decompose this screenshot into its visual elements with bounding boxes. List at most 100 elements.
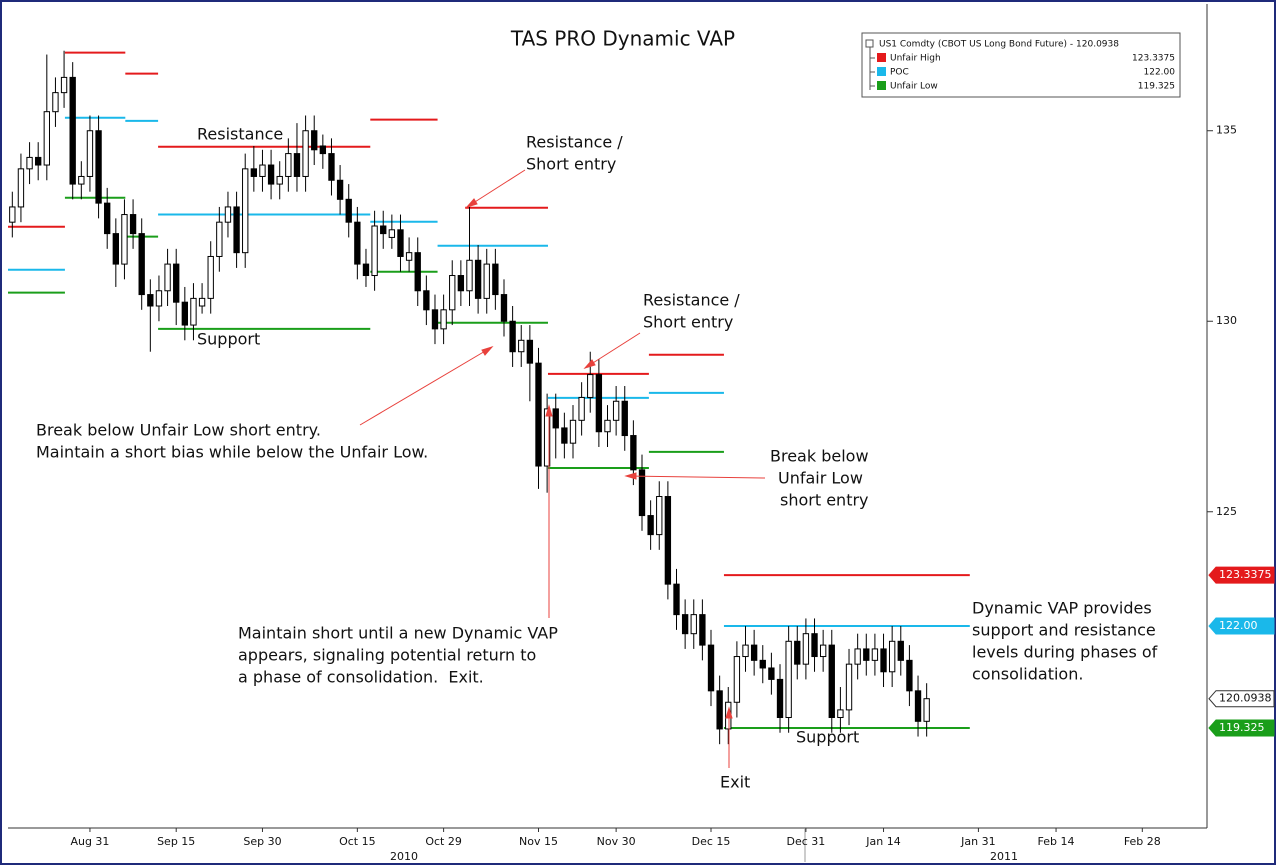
candle-body [923,698,930,722]
legend-tree [869,40,875,90]
candle-body [621,400,628,437]
candle-body [112,233,119,265]
candle-body [811,633,818,658]
candle-body [828,644,835,719]
legend-swatch [877,81,886,90]
candle-body [224,206,232,223]
legend-title: US1 Comdty (CBOT US Long Bond Future) - … [879,40,1119,50]
candle-body [690,614,697,635]
x-tick-label: Dec 31 [787,835,826,848]
candle-body [267,164,275,185]
candle-body [612,400,620,421]
annotation: consolidation. [972,665,1083,684]
candle-body [837,709,844,719]
candle-body [336,179,344,200]
x-tick-label: Sep 15 [157,835,195,848]
annotation: Resistance / [526,133,623,152]
candle-body [328,153,335,181]
x-tick-label: Oct 15 [339,835,376,848]
candle-body [699,614,706,646]
candle-body [121,214,128,265]
candle-body [880,648,887,673]
candle-body [888,640,896,673]
candle-body [431,309,439,330]
candle-body [198,297,206,307]
candle-body [483,263,490,299]
candle-body [604,419,611,433]
legend-label: Unfair High [890,54,941,64]
x-tick-label: Feb 28 [1124,835,1161,848]
arrow [466,169,526,208]
x-tick-label: Jan 31 [960,835,995,848]
candle-body [354,221,361,265]
candle-body [664,496,672,585]
annotation: Break below Unfair Low short entry. [36,421,321,440]
annotation: Dynamic VAP provides [972,599,1152,618]
candle-body [311,130,318,151]
candle-body [716,690,723,730]
candle-body [656,496,663,536]
candle-body [561,427,568,444]
annotation: Unfair Low [778,469,863,488]
candle-body [285,153,292,177]
candle-body [500,294,508,322]
candle-body [173,263,180,303]
price-tag [1208,719,1275,737]
candle-body [95,130,102,204]
annotation: Support [197,330,260,349]
candle-body [673,583,680,616]
candle-body [819,644,827,658]
x-tick-label: Sep 30 [243,835,281,848]
candle-body [52,92,59,113]
annotation: Resistance [197,125,283,144]
price-tag-label: 120.0938 [1219,692,1272,705]
year-label: 2011 [990,850,1018,863]
candle-body [69,76,76,185]
candle-body [630,435,637,471]
candle-body [785,640,792,719]
arrow-head [725,706,733,719]
legend-box [861,32,1181,98]
legend-value: 123.3375 [1132,54,1175,64]
arrow-head [545,404,553,417]
candle-body [17,168,25,208]
arrow [584,332,641,369]
x-tick-label: Feb 14 [1038,835,1075,848]
arrow-head [481,346,494,356]
x-tick-label: Aug 31 [70,835,109,848]
price-tag [1208,566,1275,584]
candle-body [854,648,861,665]
candle-body [138,233,145,296]
candle-body [78,175,85,185]
candle-body [845,663,853,711]
x-tick-label: Dec 15 [692,835,731,848]
candle-body [578,396,585,421]
candle-body [492,263,499,296]
candle-body [906,659,913,692]
arrow [625,475,766,479]
candle-body [345,198,352,223]
annotation: Short entry [526,155,616,174]
candle-body [362,263,370,277]
price-tag-label: 123.3375 [1219,568,1272,581]
annotation: levels during phases of [972,643,1158,662]
candle-body [647,515,654,536]
candle-body [509,320,516,353]
chart-title: TAS PRO Dynamic VAP [510,27,735,51]
candle-body [569,419,577,444]
annotation: Short entry [643,313,733,332]
candle-body [707,644,715,692]
candle-body [147,294,154,307]
candle-body [552,408,559,429]
arrow-head [583,359,596,369]
candle-body [802,633,810,665]
legend-swatch [877,67,886,76]
price-tag [1208,617,1275,635]
candle-body [457,275,465,292]
candle-body [750,644,758,661]
candle-body [871,648,879,661]
candle-body [371,225,378,277]
legend-swatch [877,53,886,62]
candle-body [129,214,137,235]
